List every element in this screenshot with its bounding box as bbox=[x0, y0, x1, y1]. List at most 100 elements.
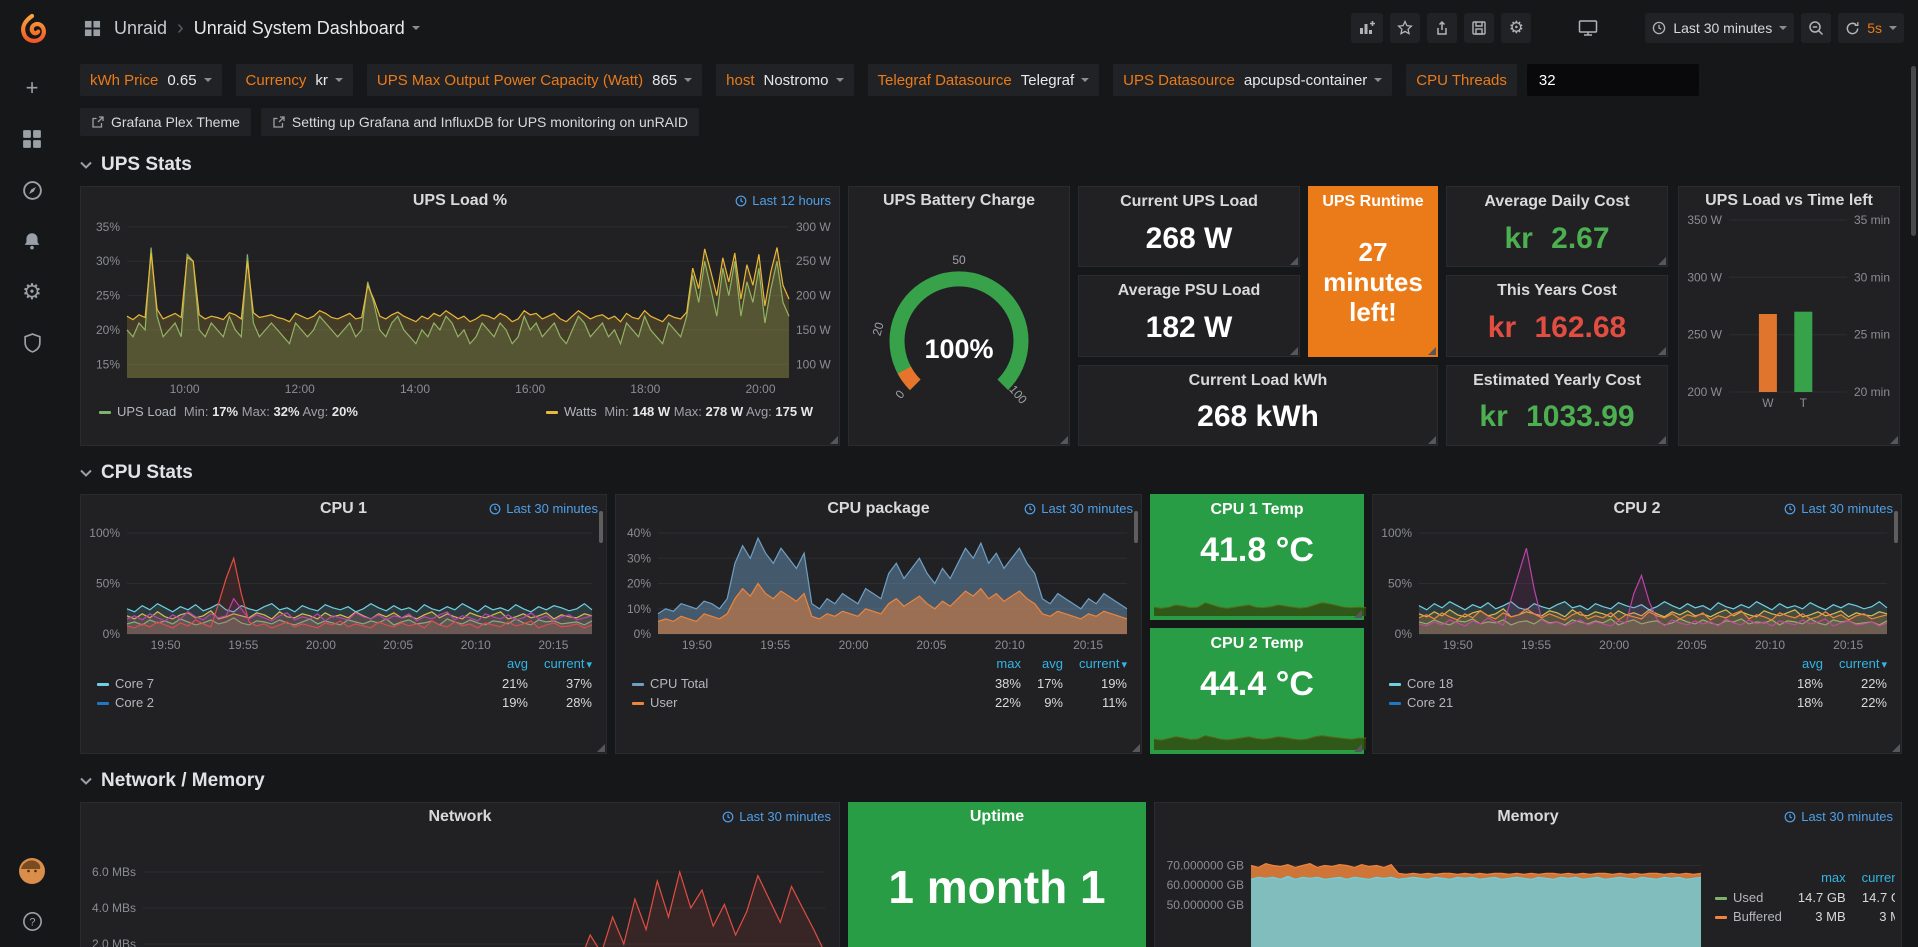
dashboard-title[interactable]: Unraid System Dashboard bbox=[194, 18, 420, 39]
panel-title[interactable]: UPS Load % bbox=[412, 191, 508, 209]
legend-scrollbar[interactable] bbox=[1134, 511, 1138, 543]
legend-row[interactable]: Core 18 18% 22% bbox=[1389, 674, 1887, 693]
dashboard-settings-button[interactable]: ⚙ bbox=[1501, 13, 1532, 43]
panel-cpu1: CPU 1 Last 30 minutes 100% 50% 0% 19:50 19:5… bbox=[80, 494, 607, 754]
section-ups-stats[interactable]: UPS Stats bbox=[80, 154, 1902, 176]
cpu2-chart[interactable]: 100% 50% 0% 19:50 19:55 20:00 20:05 20:10 20:15 bbox=[1373, 522, 1901, 654]
grafana-logo-icon[interactable] bbox=[14, 12, 50, 48]
legend-sort-avg[interactable]: avg bbox=[507, 656, 528, 671]
share-button[interactable] bbox=[1427, 13, 1458, 43]
panel-title[interactable]: UPS Battery Charge bbox=[882, 191, 1036, 209]
legend-item[interactable]: Watts Min: 148 W Max: 278 W Avg: 175 W bbox=[545, 404, 813, 419]
server-admin-shield-icon[interactable] bbox=[20, 331, 44, 355]
link-grafana-plex-theme[interactable]: Grafana Plex Theme bbox=[80, 108, 251, 136]
battery-gauge[interactable]: 100% 0 20 50 100 bbox=[849, 214, 1069, 445]
legend-sort-current[interactable]: current▾ bbox=[544, 656, 592, 671]
stat-value: 182 W bbox=[1145, 310, 1233, 344]
panel-time-range[interactable]: Last 30 minutes bbox=[1784, 501, 1893, 516]
legend-sort-current[interactable]: current▾ bbox=[1079, 656, 1127, 671]
legend-sort-avg[interactable]: avg bbox=[1802, 656, 1823, 671]
panel-title[interactable]: CPU 2 bbox=[1613, 499, 1661, 517]
panel-time-range[interactable]: Last 30 minutes bbox=[1024, 501, 1133, 516]
variable-telegraf-datasource[interactable]: Telegraf Datasource Telegraf bbox=[867, 64, 1100, 96]
panel-time-range[interactable]: Last 30 minutes bbox=[1784, 809, 1893, 824]
stat-value: 41.8 °C bbox=[1200, 531, 1314, 569]
configuration-gear-icon[interactable]: ⚙ bbox=[22, 279, 42, 304]
create-plus-icon[interactable]: + bbox=[25, 75, 39, 100]
cpu-package-chart[interactable]: 40% 30% 20% 10% 0% 19:50 19:55 20:00 20:05 20:10 2… bbox=[616, 522, 1141, 654]
panel-title[interactable]: CPU package bbox=[827, 499, 930, 517]
explore-compass-icon[interactable] bbox=[20, 178, 44, 202]
legend-row[interactable]: Core 2 19% 28% bbox=[97, 693, 592, 712]
page-scrollbar[interactable] bbox=[1911, 66, 1916, 236]
svg-text:18:00: 18:00 bbox=[630, 382, 660, 396]
legend-scrollbar[interactable] bbox=[599, 511, 603, 543]
alerting-bell-icon[interactable] bbox=[20, 229, 44, 253]
star-button[interactable] bbox=[1390, 13, 1421, 43]
help-icon[interactable]: ? bbox=[20, 909, 44, 933]
refresh-icon bbox=[1846, 21, 1859, 34]
panel-ups-battery-charge: UPS Battery Charge 100% 0 20 50 100 bbox=[848, 186, 1070, 446]
variable-currency[interactable]: Currency kr bbox=[235, 64, 353, 96]
stat-value: 44.4 °C bbox=[1200, 665, 1314, 703]
svg-text:30%: 30% bbox=[627, 551, 651, 565]
svg-text:10%: 10% bbox=[627, 602, 651, 616]
ups-bars-chart[interactable]: 350 W 300 W 250 W 200 W 35 min 30 min 25 min 20… bbox=[1679, 214, 1899, 412]
cpu-temp-column: CPU 1 Temp 41.8 °C CPU 2 Temp 44.4 °C bbox=[1150, 494, 1366, 754]
svg-text:20:15: 20:15 bbox=[538, 638, 568, 652]
panel-title[interactable]: Uptime bbox=[969, 807, 1025, 825]
legend-row[interactable]: User 22% 9% 11% bbox=[632, 693, 1127, 712]
svg-text:W: W bbox=[1762, 396, 1774, 410]
legend-row[interactable]: CPU Total 38% 17% 19% bbox=[632, 674, 1127, 693]
variable-ups-datasource[interactable]: UPS Datasource apcupsd-container bbox=[1113, 64, 1393, 96]
user-avatar[interactable] bbox=[18, 857, 46, 885]
panel-time-range[interactable]: Last 30 minutes bbox=[722, 809, 831, 824]
stat-value: kr 162.68 bbox=[1487, 310, 1627, 344]
panel-title[interactable]: UPS Load vs Time left bbox=[1705, 191, 1873, 209]
legend-sort-current[interactable]: current▾ bbox=[1861, 870, 1895, 885]
panel-current-load-kwh: Current Load kWh 268 kWh bbox=[1078, 364, 1438, 446]
panel-title[interactable]: CPU 1 bbox=[319, 499, 368, 517]
variable-ups-max-output[interactable]: UPS Max Output Power Capacity (Watt) 865 bbox=[366, 64, 703, 96]
variable-kwh-price[interactable]: kWh Price 0.65 bbox=[80, 64, 222, 96]
stat-value: kr 1033.99 bbox=[1479, 400, 1635, 434]
section-cpu-stats[interactable]: CPU Stats bbox=[80, 462, 1902, 484]
refresh-picker[interactable]: 5s bbox=[1838, 13, 1904, 43]
cycle-view-monitor-button[interactable] bbox=[1571, 13, 1605, 43]
apps-grid-icon[interactable] bbox=[80, 16, 104, 40]
clock-icon bbox=[735, 195, 747, 206]
panel-title[interactable]: Memory bbox=[1497, 807, 1559, 825]
add-panel-button[interactable] bbox=[1351, 13, 1384, 43]
cpu1-chart[interactable]: 100% 50% 0% 19:50 19:55 20:00 20:05 20:10 20:15 bbox=[81, 522, 606, 654]
svg-text:100%: 100% bbox=[924, 334, 993, 364]
panel-title[interactable]: Network bbox=[428, 807, 492, 825]
svg-text:2.0 MBs: 2.0 MBs bbox=[92, 937, 136, 947]
svg-text:14:00: 14:00 bbox=[400, 382, 430, 396]
legend-sort-avg[interactable]: avg bbox=[1042, 656, 1063, 671]
cpu-threads-input[interactable] bbox=[1526, 64, 1699, 96]
breadcrumb-app[interactable]: Unraid bbox=[114, 17, 168, 38]
ups-load-chart[interactable]: 35% 30% 25% 20% 15% 300 W 250 W 200 W 150 W 100 W… bbox=[81, 214, 839, 398]
legend-row[interactable]: Core 21 18% 22% bbox=[1389, 693, 1887, 712]
legend-scrollbar[interactable] bbox=[1894, 511, 1898, 543]
svg-text:70.000000 GB: 70.000000 GB bbox=[1167, 859, 1244, 873]
panel-time-range[interactable]: Last 30 minutes bbox=[489, 501, 598, 516]
legend-sort-current[interactable]: current▾ bbox=[1839, 656, 1887, 671]
panel-time-range[interactable]: Last 12 hours bbox=[735, 193, 831, 208]
section-network-memory[interactable]: Network / Memory bbox=[80, 770, 1902, 792]
legend-row[interactable]: Core 7 21% 37% bbox=[97, 674, 592, 693]
link-ups-monitoring-guide[interactable]: Setting up Grafana and InfluxDB for UPS … bbox=[260, 108, 700, 136]
variable-host[interactable]: host Nostromo bbox=[716, 64, 854, 96]
time-range-picker[interactable]: Last 30 minutes bbox=[1645, 13, 1795, 43]
clock-icon bbox=[489, 503, 501, 514]
legend-sort-max[interactable]: max bbox=[996, 656, 1021, 671]
legend-item[interactable]: UPS Load Min: 17% Max: 32% Avg: 20% bbox=[99, 404, 358, 419]
zoom-out-button[interactable] bbox=[1801, 13, 1832, 43]
dashboards-icon[interactable] bbox=[20, 127, 44, 151]
save-button[interactable] bbox=[1464, 13, 1495, 43]
legend-sort-max[interactable]: max bbox=[1821, 870, 1846, 885]
